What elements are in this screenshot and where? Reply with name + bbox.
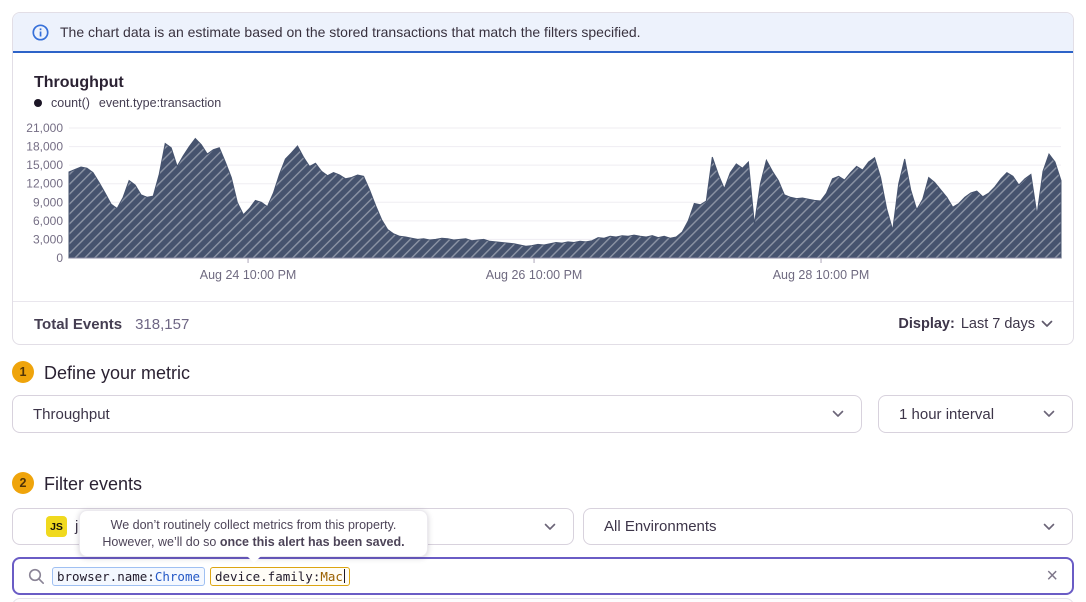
search-token-browser-name[interactable]: browser.name:Chrome bbox=[52, 566, 205, 586]
metric-select-value: Throughput bbox=[33, 405, 110, 423]
tooltip-line-1: We don’t routinely collect metrics from … bbox=[110, 517, 397, 532]
search-token-device-family[interactable]: device.family:Mac bbox=[210, 566, 351, 586]
chart-title: Throughput bbox=[34, 74, 124, 91]
throughput-area-chart: 21,000 18,000 15,000 12,000 9,000 6,000 3,000 0… bbox=[26, 121, 1062, 282]
svg-text:12,000: 12,000 bbox=[26, 177, 63, 191]
environment-select[interactable]: All Environments bbox=[583, 508, 1073, 545]
chevron-down-icon bbox=[1043, 410, 1055, 417]
step-1-badge: 1 bbox=[12, 361, 34, 383]
search-icon bbox=[28, 568, 44, 584]
filter-search-input[interactable]: browser.name:Chrome device.family:Mac × bbox=[12, 557, 1074, 595]
javascript-platform-icon: JS bbox=[46, 516, 67, 537]
svg-text:9,000: 9,000 bbox=[33, 195, 63, 209]
chevron-down-icon bbox=[1041, 320, 1053, 327]
metric-select[interactable]: Throughput bbox=[12, 395, 862, 433]
info-icon bbox=[32, 23, 49, 41]
svg-text:0: 0 bbox=[56, 251, 63, 265]
chevron-down-icon bbox=[544, 523, 556, 530]
chart-legend: count() event.type:transaction bbox=[34, 96, 221, 110]
svg-text:Aug 24 10:00 PM: Aug 24 10:00 PM bbox=[200, 268, 297, 282]
chevron-down-icon bbox=[1043, 523, 1055, 530]
chevron-down-icon bbox=[832, 410, 844, 417]
tooltip-line-2: However, we’ll do so once this alert has… bbox=[102, 534, 405, 549]
display-value: Last 7 days bbox=[960, 316, 1035, 332]
banner-text: The chart data is an estimate based on t… bbox=[60, 24, 641, 40]
svg-text:21,000: 21,000 bbox=[26, 121, 63, 135]
legend-query-label: event.type:transaction bbox=[98, 96, 222, 110]
svg-text:Aug 26 10:00 PM: Aug 26 10:00 PM bbox=[486, 268, 583, 282]
step-2-heading: Filter events bbox=[44, 474, 143, 494]
display-period-selector[interactable]: Display: Last 7 days bbox=[898, 316, 1053, 332]
total-events-value: 318,157 bbox=[135, 315, 190, 333]
chart-footer: Total Events 318,157 Display: Last 7 day… bbox=[13, 301, 1073, 346]
svg-text:15,000: 15,000 bbox=[26, 158, 63, 172]
step-1-heading: Define your metric bbox=[44, 363, 191, 383]
next-input-edge bbox=[12, 598, 1074, 602]
svg-text:Aug 28 10:00 PM: Aug 28 10:00 PM bbox=[773, 268, 870, 282]
svg-text:18,000: 18,000 bbox=[26, 140, 63, 154]
svg-text:3,000: 3,000 bbox=[33, 232, 63, 246]
metrics-collection-tooltip: We don’t routinely collect metrics from … bbox=[79, 510, 428, 563]
legend-dot bbox=[34, 99, 42, 107]
interval-select[interactable]: 1 hour interval bbox=[878, 395, 1073, 433]
estimate-info-banner: The chart data is an estimate based on t… bbox=[13, 13, 1073, 53]
project-select-value: j bbox=[75, 518, 79, 535]
text-caret bbox=[343, 568, 346, 583]
svg-text:6,000: 6,000 bbox=[33, 214, 63, 228]
legend-series-label: count() bbox=[51, 96, 90, 110]
environment-select-value: All Environments bbox=[604, 518, 717, 535]
chart-card: The chart data is an estimate based on t… bbox=[12, 12, 1074, 345]
display-label: Display: bbox=[898, 316, 955, 332]
total-events-label: Total Events bbox=[34, 315, 123, 333]
step-2-badge: 2 bbox=[12, 472, 34, 494]
clear-search-icon[interactable]: × bbox=[1046, 565, 1058, 587]
interval-select-value: 1 hour interval bbox=[899, 405, 995, 423]
